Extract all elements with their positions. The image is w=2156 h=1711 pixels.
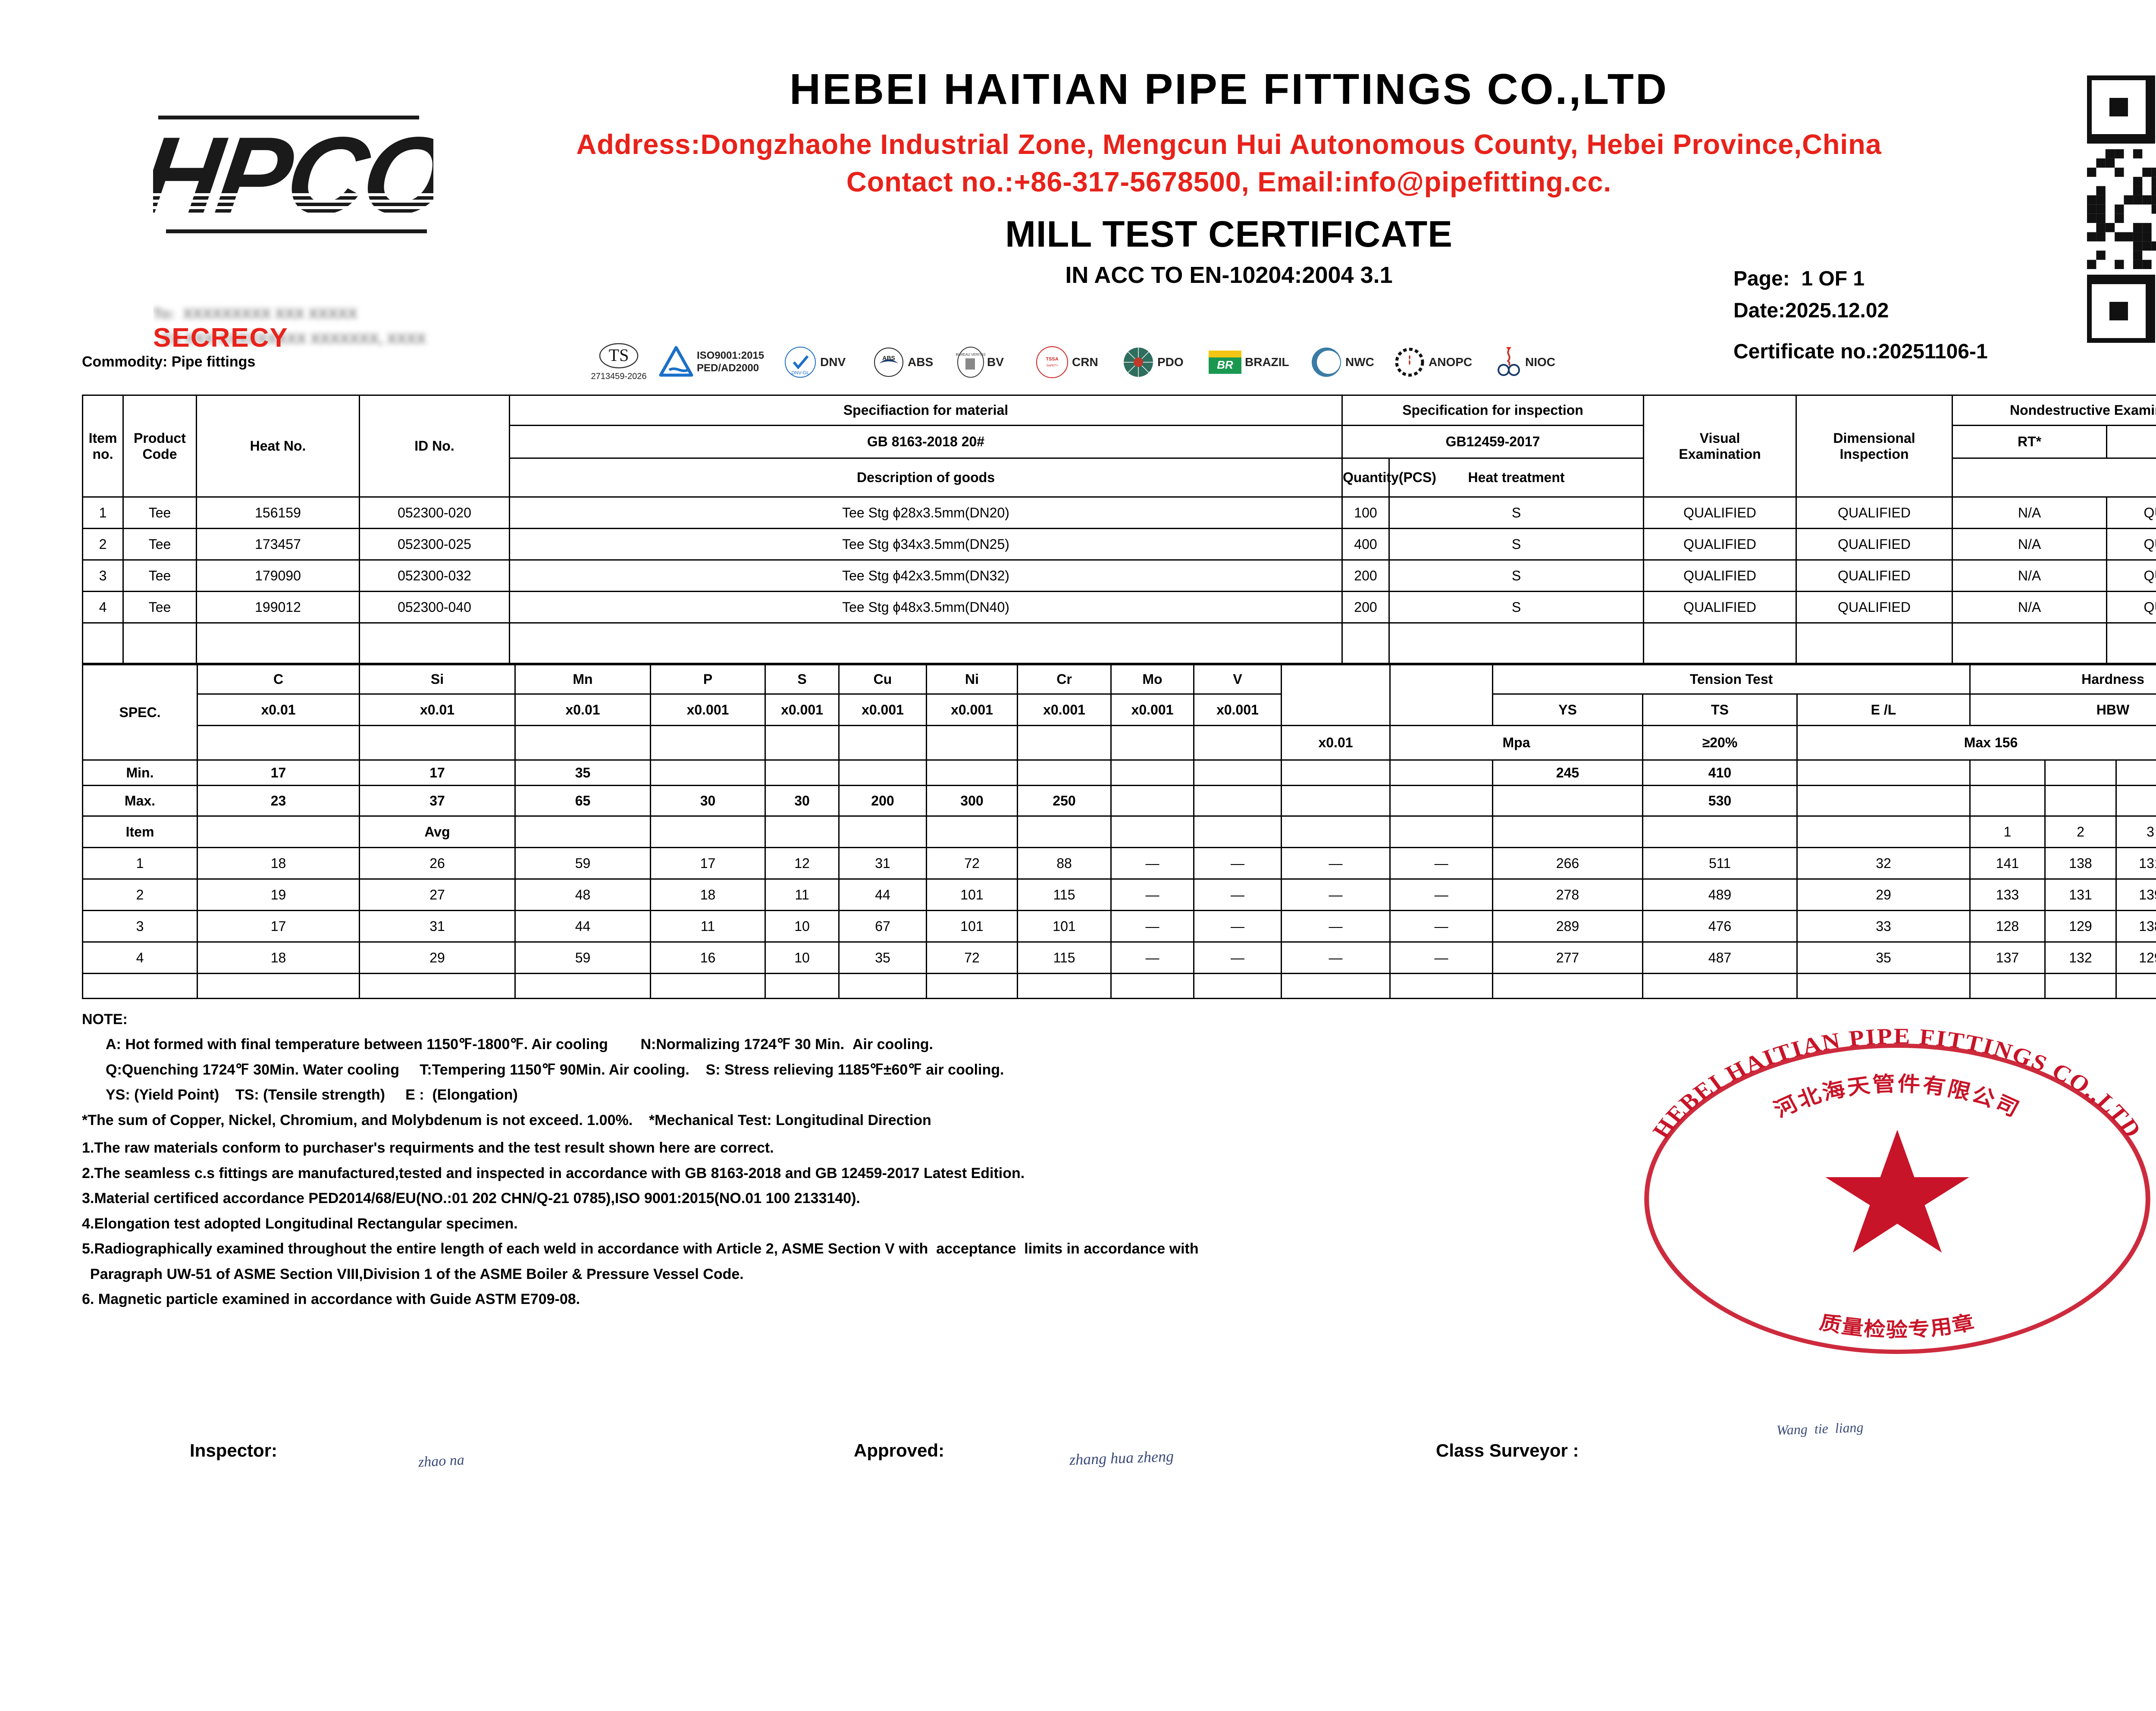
svg-text:DNV-GL: DNV-GL [792, 370, 809, 376]
svg-text:质量检验专用章: 质量检验专用章 [1818, 1311, 1977, 1341]
svg-text:TSSA: TSSA [1046, 357, 1058, 362]
svg-text:BUREAU VERITAS: BUREAU VERITAS [956, 353, 985, 357]
svg-text:SAFETY: SAFETY [1046, 364, 1058, 367]
svg-text:TS: TS [608, 345, 629, 365]
svg-text:HEBEI HAITIAN PIPE FITTINGS CO: HEBEI HAITIAN PIPE FITTINGS CO.,LTD [1647, 1023, 2148, 1143]
svg-text:河北海天管件有限公司: 河北海天管件有限公司 [1770, 1072, 2024, 1122]
svg-text:BR: BR [1217, 358, 1233, 371]
